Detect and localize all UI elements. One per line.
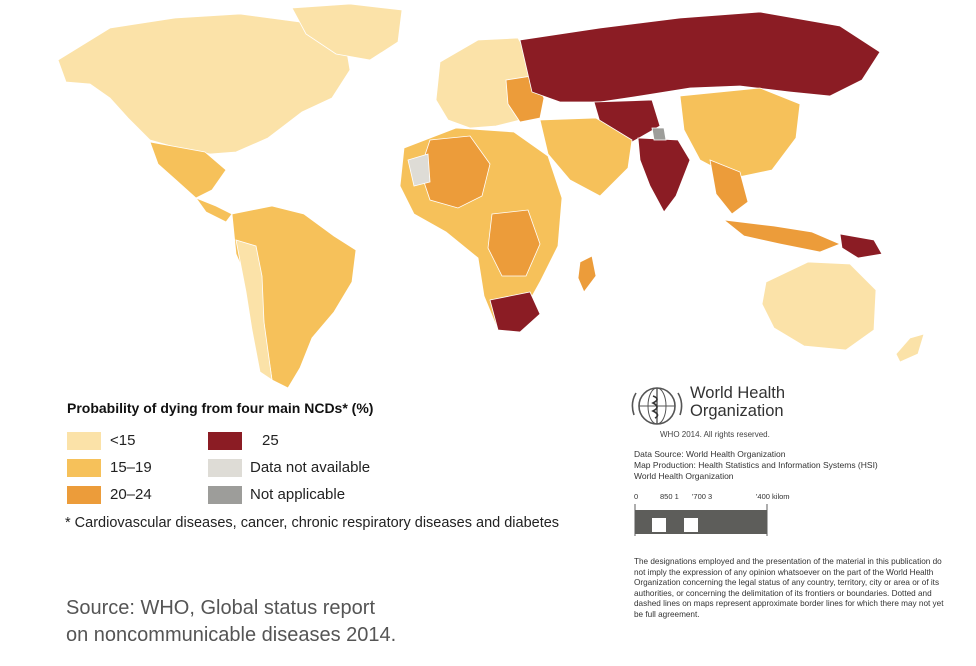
who-rights: WHO 2014. All rights reserved.	[660, 430, 770, 439]
scale-tick-3: '400 kilometers	[756, 492, 790, 501]
region-australia	[761, 261, 877, 351]
region-south-africa	[489, 291, 541, 333]
scale-bar: 0 850 1 '700 3 '400 kilometers	[634, 492, 790, 536]
who-name-line-1: World Health	[690, 384, 786, 402]
legend-footnote: * Cardiovascular diseases, cancer, chron…	[65, 515, 560, 531]
legend-swatch-25	[208, 432, 242, 450]
region-central-africa	[487, 209, 541, 277]
scale-tick-0: 0	[634, 492, 638, 501]
region-mexico	[149, 141, 227, 199]
source-line-2: on noncommunicable diseases 2014.	[66, 624, 397, 646]
region-south-america-west	[235, 239, 273, 381]
legend-swatch-no-data	[208, 459, 242, 477]
legend-label-25: 25	[262, 432, 279, 449]
who-name-line-2: Organization	[690, 402, 784, 420]
region-madagascar	[577, 255, 597, 293]
region-southeast-asia	[709, 159, 749, 215]
region-north-america	[57, 13, 351, 155]
region-new-guinea	[839, 233, 883, 259]
credit-organization: World Health Organization	[634, 471, 734, 481]
world-map	[57, 3, 925, 389]
legend-title: Probability of dying from four main NCDs…	[67, 400, 374, 416]
region-greenland	[291, 3, 403, 61]
credit-data-source: Data Source: World Health Organization	[634, 449, 786, 459]
legend-label-not-applicable: Not applicable	[250, 486, 346, 503]
legend-label-15-19: 15–19	[110, 459, 152, 476]
legend-swatch-15-19	[67, 459, 101, 477]
region-middle-east	[539, 117, 633, 197]
legend-swatch-lt15	[67, 432, 101, 450]
region-kashmir	[651, 127, 667, 141]
region-western-sahara	[407, 153, 431, 187]
scale-tick-1: 850 1	[660, 492, 679, 501]
source-citation: Source: WHO, Global status report on non…	[66, 595, 396, 649]
legend-label-lt15: <15	[110, 432, 136, 449]
source-line-1: Source: WHO, Global status report	[66, 597, 376, 619]
who-organization-name: World Health Organization	[690, 384, 785, 420]
region-china	[679, 87, 801, 179]
who-emblem-icon	[631, 387, 683, 425]
legend-label-20-24: 20–24	[110, 486, 152, 503]
region-central-america	[194, 197, 233, 223]
legend-swatch-not-applicable	[208, 486, 242, 504]
map-credits: Data Source: World Health Organization M…	[634, 449, 878, 482]
legend-swatch-20-24	[67, 486, 101, 504]
map-disclaimer: The designations employed and the presen…	[634, 557, 944, 619]
scale-tick-2: '700 3	[692, 492, 712, 501]
credit-map-production: Map Production: Health Statistics and In…	[634, 460, 878, 470]
legend-label-no-data: Data not available	[250, 459, 371, 476]
region-new-zealand	[895, 333, 925, 363]
region-india	[637, 137, 691, 213]
region-russia	[519, 11, 881, 103]
region-indonesia	[722, 219, 842, 253]
